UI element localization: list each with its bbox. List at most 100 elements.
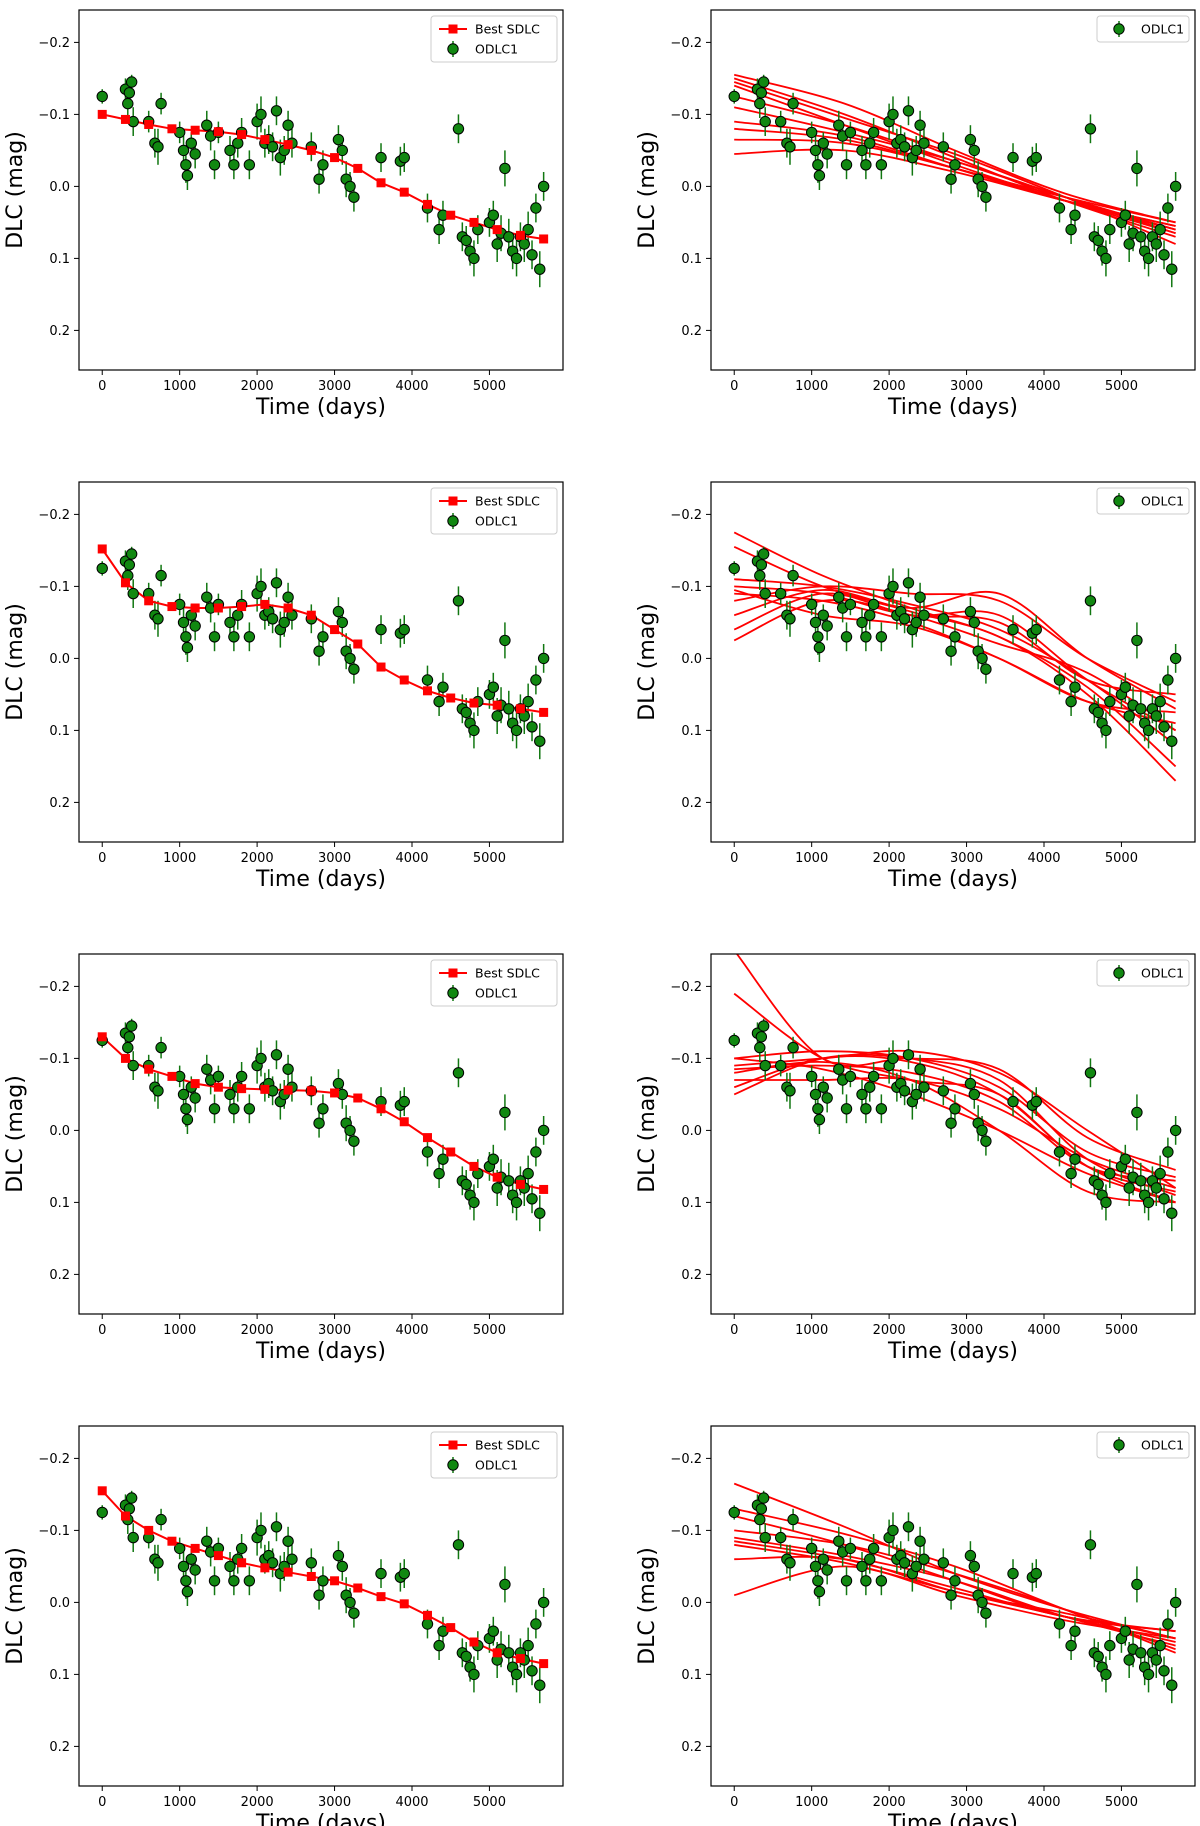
data-point — [1150, 1654, 1162, 1666]
data-point — [336, 616, 348, 629]
data-point — [452, 595, 465, 607]
data-point — [1150, 238, 1162, 250]
legend-best-marker — [448, 968, 458, 978]
best-sdlc-marker — [120, 114, 130, 124]
data-point — [1158, 1665, 1170, 1677]
axes-frame — [78, 1425, 564, 1787]
data-point — [728, 90, 740, 103]
legend-obs-marker — [1113, 23, 1125, 35]
data-point — [177, 1088, 190, 1101]
data-point — [759, 1059, 771, 1072]
data-point — [468, 1668, 480, 1681]
data-point — [784, 1085, 796, 1097]
best-sdlc-marker — [120, 1511, 130, 1521]
y-tick-label: 0.2 — [49, 796, 70, 811]
best-sdlc-marker — [237, 602, 247, 612]
x-axis-label: Time (days) — [255, 1811, 386, 1826]
legend-best-label: Best SDLC — [475, 1438, 540, 1453]
data-point — [1065, 1167, 1077, 1180]
data-point — [910, 1088, 922, 1101]
data-point — [774, 1531, 787, 1544]
panel-row4-left: 0 1000 2000 3000 4000 5000 −0.2 −0.1 0.0 0.1 0.2 Ti… — [3, 1425, 564, 1826]
data-point — [833, 591, 845, 603]
best-sdlc-marker — [283, 1567, 293, 1577]
data-point — [96, 1506, 108, 1519]
y-tick-label: 0.0 — [49, 1124, 70, 1139]
data-point — [754, 1041, 766, 1054]
best-sdlc-marker — [97, 544, 107, 554]
y-tick-label: 0.2 — [49, 1268, 70, 1283]
best-sdlc-marker — [492, 225, 502, 235]
y-tick-label: 0.2 — [49, 324, 70, 339]
data-point — [1104, 1167, 1116, 1180]
data-point — [1092, 706, 1104, 719]
best-sdlc-marker — [306, 610, 316, 620]
data-point — [1135, 1647, 1147, 1659]
axes-frame — [710, 481, 1196, 843]
data-point — [228, 631, 240, 643]
x-tick-label: 2000 — [873, 1323, 906, 1338]
data-point — [787, 1513, 799, 1526]
data-point — [208, 631, 221, 643]
data-point — [809, 1560, 822, 1573]
data-point — [812, 159, 824, 171]
x-tick-label: 5000 — [473, 1323, 506, 1338]
data-point — [1053, 202, 1066, 214]
data-point — [1158, 721, 1170, 733]
x-tick-label: 0 — [98, 1795, 106, 1810]
data-point — [1162, 674, 1174, 686]
x-tick-label: 1000 — [795, 851, 828, 866]
data-point — [754, 97, 766, 110]
data-point — [821, 1564, 833, 1576]
y-axis-label: DLC (mag) — [635, 131, 660, 249]
legend: ODLC1 — [1096, 15, 1190, 43]
data-point — [177, 616, 190, 629]
data-point — [821, 148, 833, 160]
best-sdlc-marker — [306, 145, 316, 155]
data-point — [1154, 1167, 1166, 1180]
data-point — [887, 580, 899, 593]
legend-best-marker — [448, 1440, 458, 1450]
data-point — [255, 580, 267, 593]
data-point — [537, 652, 550, 665]
best-sdlc-marker — [376, 178, 386, 188]
x-tick-label: 2000 — [241, 379, 274, 394]
y-tick-label: −0.1 — [670, 1052, 702, 1067]
y-tick-label: −0.1 — [670, 1524, 702, 1539]
y-axis-label: DLC (mag) — [3, 1075, 28, 1193]
data-point — [155, 97, 167, 110]
best-sdlc-marker — [237, 130, 247, 140]
data-point — [375, 1567, 387, 1580]
data-point — [1123, 1654, 1135, 1666]
best-sdlc-marker — [492, 1172, 502, 1182]
best-sdlc-marker — [120, 578, 130, 588]
axes-frame — [78, 953, 564, 1315]
data-point — [1092, 1178, 1104, 1191]
best-sdlc-marker — [330, 153, 340, 163]
data-point — [949, 159, 961, 171]
panel-row3-left: 0 1000 2000 3000 4000 5000 −0.2 −0.1 0.0 0.1 0.2 Ti… — [3, 953, 564, 1364]
data-point — [1131, 1106, 1143, 1119]
data-point — [809, 1088, 822, 1101]
data-point — [1158, 1193, 1170, 1205]
data-point — [860, 1575, 872, 1587]
axes-frame — [710, 953, 1196, 1315]
plot-area — [96, 544, 550, 760]
data-point — [864, 1081, 876, 1093]
data-point — [980, 1135, 992, 1147]
data-point — [875, 1103, 888, 1115]
legend-obs-marker — [447, 515, 459, 527]
data-point — [1169, 1596, 1182, 1609]
data-point — [344, 1596, 356, 1609]
x-tick-label: 3000 — [950, 851, 983, 866]
data-point — [235, 1070, 248, 1083]
x-tick-label: 0 — [98, 1323, 106, 1338]
data-point — [1069, 1625, 1081, 1637]
data-point — [856, 616, 868, 629]
data-point — [127, 1059, 139, 1072]
data-point — [491, 710, 503, 722]
y-axis-label: DLC (mag) — [3, 603, 28, 721]
y-tick-label: −0.1 — [38, 1052, 70, 1067]
data-point — [522, 1167, 534, 1180]
data-point — [1084, 123, 1097, 135]
